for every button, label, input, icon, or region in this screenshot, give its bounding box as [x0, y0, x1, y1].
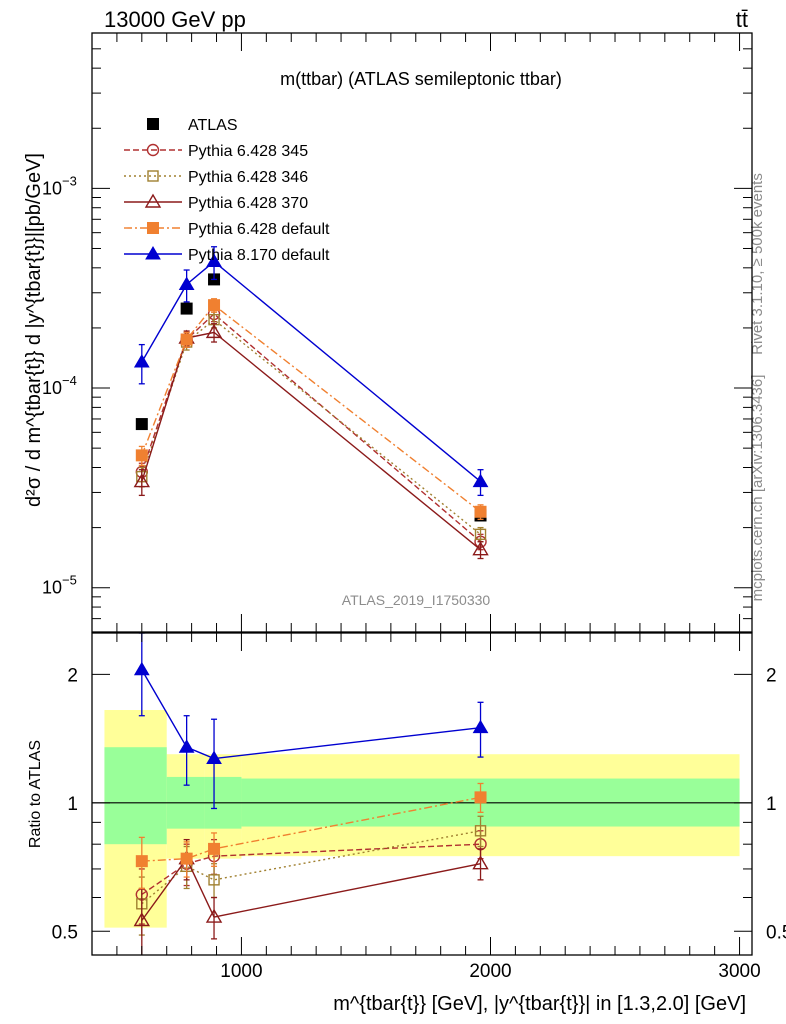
ratio-series-1-point-2: [208, 874, 220, 886]
ratio-series-3-point-3: [474, 791, 487, 804]
series-line-5: [141, 260, 481, 483]
header-process-label: tt̄: [736, 7, 748, 32]
ratio-series-line-2: [141, 857, 481, 921]
legend-label-3: Pythia 6.428 370: [188, 195, 308, 212]
ratio-series-3-point-0: [135, 855, 148, 868]
ratio-band-inner-0: [104, 747, 167, 845]
series-4-point-2: [208, 299, 221, 312]
legend-marker-4: [147, 222, 159, 234]
series-4-point-0: [135, 449, 148, 462]
legend-label-1: Pythia 6.428 345: [188, 143, 308, 160]
series-5-point-3: [472, 473, 489, 488]
ratio-series-line-4: [141, 669, 481, 760]
series-line-2: [141, 318, 481, 535]
ratio-ytick-label-0: 0.5: [52, 922, 78, 943]
ratio-frame: [91, 632, 753, 956]
ratio-series-3-point-1: [180, 852, 193, 865]
series-line-4: [141, 304, 481, 513]
main-ytick-exponent-0: −5: [62, 573, 77, 588]
legend-label-4: Pythia 6.428 default: [188, 221, 330, 238]
mcplots-label: mcplots.cern.ch [arXiv:1306.3436]: [749, 375, 766, 602]
main-ytick-label-1: 10: [42, 378, 62, 398]
ratio-series-4-point-2: [206, 750, 222, 765]
main-frame: [91, 32, 753, 633]
ratio-series-2-point-3: [472, 855, 489, 870]
series-line-1: [141, 313, 481, 543]
ratio-series-4-point-0: [133, 661, 150, 676]
analysis-watermark: ATLAS_2019_I1750330: [342, 592, 491, 608]
series-5-point-1: [178, 276, 195, 291]
legend-label-5: Pythia 8.170 default: [188, 247, 330, 264]
legend-marker-0: [147, 118, 159, 130]
ratio-series-line-0: [141, 843, 481, 896]
ratio-panel: 0.5 0.5 1 1 2 2 1000 2000 3000 Ratio to ATLAS m^…: [27, 632, 786, 1015]
main-ytick-label-2: 10: [42, 178, 62, 198]
ratio-series-4-point-3: [472, 719, 489, 734]
series-4-point-3: [474, 505, 487, 518]
rivet-version-label: Rivet 3.1.10, ≥ 500k events: [749, 173, 766, 355]
series-0-point-0: [135, 418, 148, 431]
legend-marker-3: [144, 193, 162, 208]
main-ytick-exponent-2: −3: [62, 173, 77, 188]
legend-marker-5: [145, 246, 161, 260]
x-axis-label: m^{tbar{t}} [GeV], |y^{tbar{t}}| in [1.3…: [333, 993, 746, 1015]
ratio-series-line-3: [141, 796, 481, 862]
ratio-ytick-label-right-0: 0.5: [766, 922, 786, 943]
ratio-xtick-label-1: 2000: [469, 961, 511, 982]
ratio-series-2-point-0: [133, 912, 151, 927]
ratio-series-1-point-3: [474, 825, 487, 837]
ratio-series-4-point-1: [178, 739, 195, 753]
series-line-3: [141, 331, 481, 551]
ratio-ytick-label-2: 2: [67, 665, 78, 686]
main-panel: 10−510−410−3 m(ttbar) (ATLAS semileptoni…: [23, 32, 753, 633]
legend: ATLAS Pythia 6.428 345 Pythia 6.428 346 Pyt…: [124, 117, 330, 264]
series-3-point-3: [472, 541, 489, 556]
series-4-point-1: [180, 333, 193, 346]
ratio-xtick-label-0: 1000: [220, 961, 262, 982]
ratio-series-2-point-2: [205, 908, 223, 923]
series-0-point-1: [180, 302, 193, 315]
main-ytick-label-0: 10: [42, 578, 62, 598]
legend-label-0: ATLAS: [188, 117, 238, 134]
ratio-series-3-point-2: [208, 842, 221, 855]
ratio-ytick-label-right-2: 2: [766, 665, 777, 686]
series-2-point-3: [474, 528, 487, 541]
main-ytick-exponent-1: −4: [62, 373, 77, 388]
series-5-point-2: [206, 253, 222, 268]
ratio-xtick-label-2: 3000: [718, 961, 760, 982]
chart-title: m(ttbar) (ATLAS semileptonic ttbar): [280, 69, 562, 89]
series-5-point-0: [133, 354, 150, 368]
legend-marker-2: [147, 170, 159, 182]
series-3-point-0: [133, 473, 151, 488]
ratio-y-axis-label: Ratio to ATLAS: [27, 740, 44, 848]
header-energy-label: 13000 GeV pp: [104, 7, 246, 32]
legend-label-2: Pythia 6.428 346: [188, 169, 308, 186]
ratio-ytick-label-1: 1: [67, 794, 78, 815]
ratio-ytick-label-right-1: 1: [766, 794, 777, 815]
main-y-axis-label: d²σ / d m^{tbar{t}} d |y^{tbar{t}}|[pb/G…: [23, 153, 45, 507]
series-3-point-2: [205, 323, 223, 339]
legend-marker-1: [146, 143, 160, 157]
